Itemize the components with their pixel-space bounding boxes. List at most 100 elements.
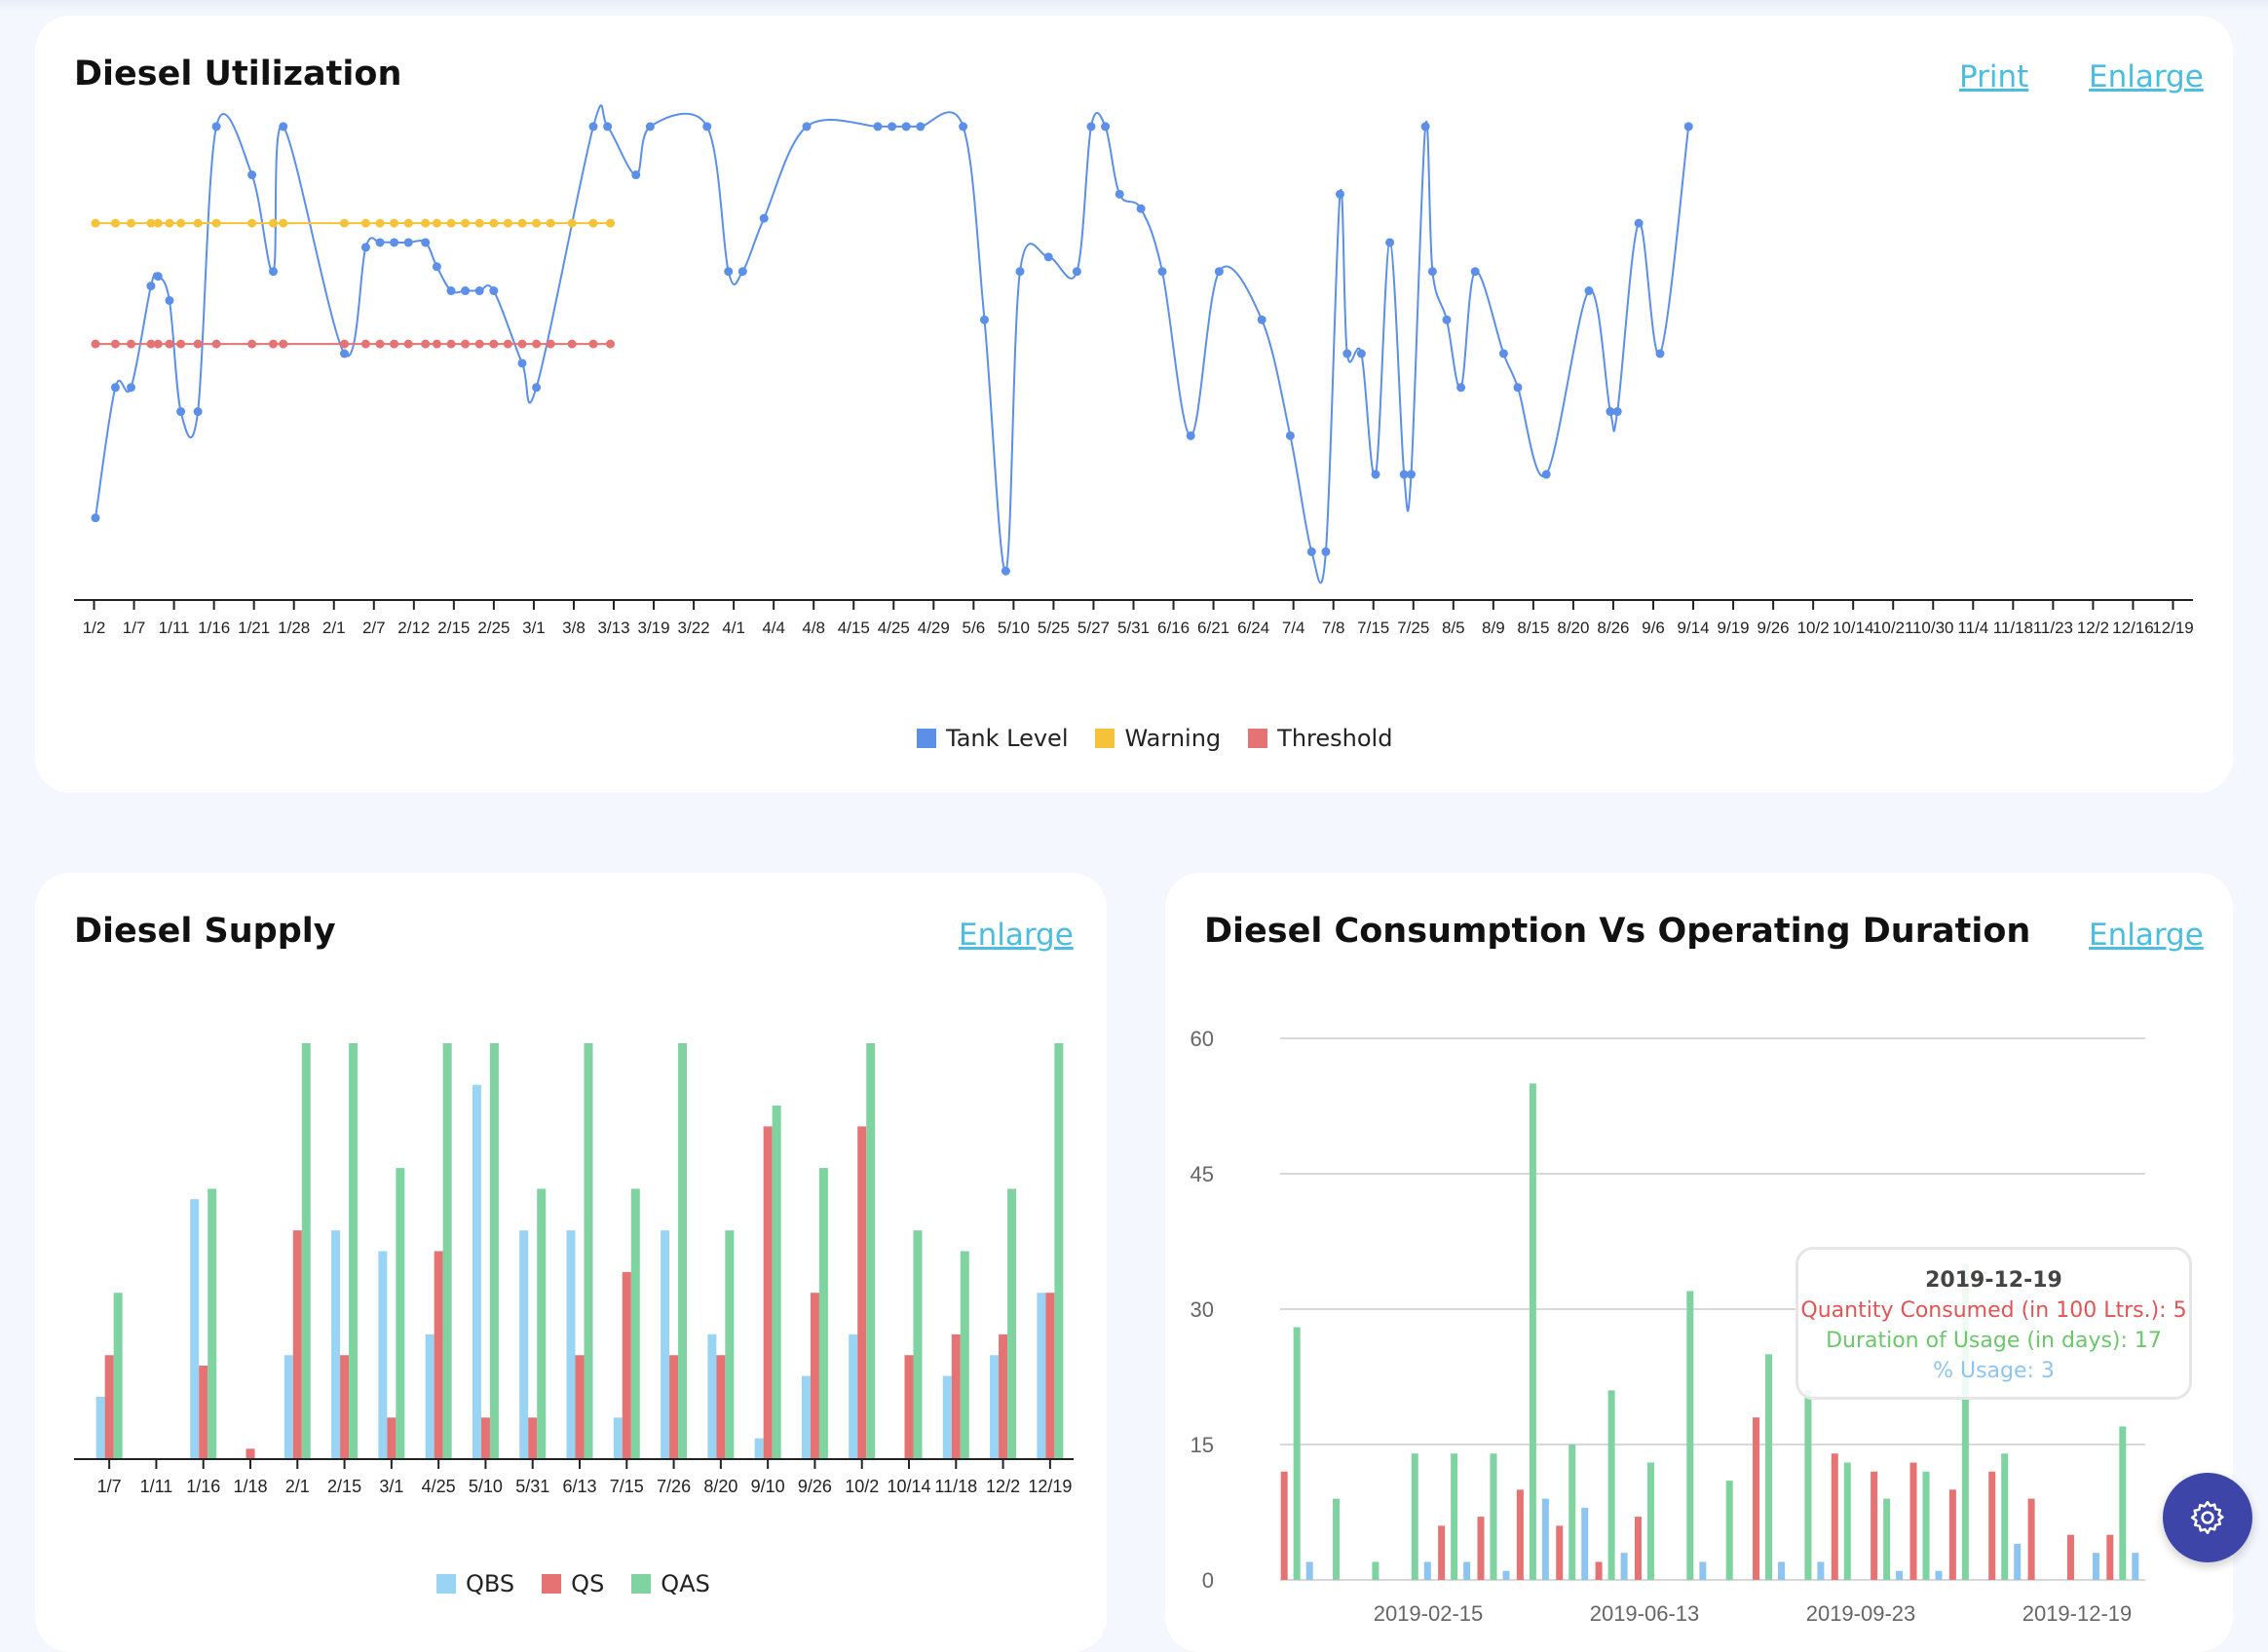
threshold-point bbox=[193, 339, 203, 349]
supply-bar-qas bbox=[960, 1251, 969, 1459]
consumption-bar bbox=[1778, 1561, 1786, 1580]
consumption-bar bbox=[1541, 1498, 1549, 1580]
tank-level-point bbox=[1541, 469, 1551, 479]
tick-label: 2019-02-15 bbox=[1374, 1601, 1484, 1626]
tick-label: 1/18 bbox=[233, 1477, 267, 1496]
supply-bar-qas bbox=[725, 1230, 735, 1459]
legend-item[interactable]: Threshold bbox=[1248, 725, 1392, 752]
threshold-point bbox=[165, 339, 174, 349]
consumption-bar bbox=[1595, 1561, 1603, 1580]
supply-bar-qas bbox=[678, 1043, 688, 1459]
supply-bar-qbs bbox=[95, 1396, 105, 1459]
top-strip bbox=[0, 0, 2268, 12]
enlarge-link[interactable]: Enlarge bbox=[2089, 918, 2204, 953]
tank-level-point bbox=[532, 383, 542, 393]
tooltip-line: % Usage: 3 bbox=[1933, 1359, 2055, 1383]
tank-level-point bbox=[1456, 383, 1466, 393]
tick-label: 10/14 bbox=[887, 1477, 930, 1496]
tank-level-point bbox=[888, 122, 897, 131]
tank-level-point bbox=[631, 170, 641, 180]
tick-label: 5/10 bbox=[469, 1477, 503, 1496]
legend-item[interactable]: QBS bbox=[436, 1570, 514, 1597]
tick-label: 4/1 bbox=[722, 619, 745, 637]
tick-label: 4/8 bbox=[802, 619, 825, 637]
threshold-point bbox=[532, 339, 542, 349]
tick-label: 1/16 bbox=[198, 619, 230, 637]
enlarge-link[interactable]: Enlarge bbox=[2089, 59, 2204, 94]
tank-level-point bbox=[1257, 315, 1266, 324]
tank-level-point bbox=[1612, 407, 1622, 417]
tick-label: 5/25 bbox=[1038, 619, 1070, 637]
tick-label: 10/2 bbox=[1797, 619, 1830, 637]
warning-point bbox=[588, 218, 598, 228]
legend-item[interactable]: Tank Level bbox=[917, 725, 1068, 752]
tank-level-point bbox=[1407, 469, 1416, 479]
legend-item[interactable]: Warning bbox=[1095, 725, 1221, 752]
consumption-bar bbox=[2027, 1498, 2035, 1580]
consumption-bar bbox=[1871, 1471, 1878, 1580]
tick-label: 9/26 bbox=[1758, 619, 1790, 637]
tick-label: 9/19 bbox=[1718, 619, 1750, 637]
tank-level-point bbox=[1427, 267, 1437, 277]
tank-level-point bbox=[1043, 252, 1053, 262]
supply-bar-qs bbox=[763, 1126, 773, 1459]
warning-point bbox=[432, 218, 441, 228]
supply-bar-qs bbox=[292, 1230, 302, 1459]
tank-level-point bbox=[1214, 267, 1224, 277]
diesel-utilization-card: Diesel Utilization Print Enlarge 1/2 1/7 1… bbox=[35, 16, 2233, 793]
tick-label: 3/13 bbox=[597, 619, 629, 637]
supply-bar-qbs bbox=[1037, 1293, 1046, 1459]
supply-bar-qbs bbox=[378, 1251, 388, 1459]
tank-level-point bbox=[916, 122, 926, 131]
supply-bar-qbs bbox=[661, 1230, 670, 1459]
tick-label: 3/22 bbox=[678, 619, 710, 637]
threshold-point bbox=[503, 339, 512, 349]
tick-label: 4/25 bbox=[422, 1477, 456, 1496]
threshold-point bbox=[588, 339, 598, 349]
tank-level-point bbox=[1186, 431, 1195, 440]
tank-level-point bbox=[279, 122, 288, 131]
threshold-point bbox=[489, 339, 499, 349]
tick-label: 15 bbox=[1191, 1433, 1214, 1457]
legend-item[interactable]: QAS bbox=[631, 1570, 710, 1597]
legend-item[interactable]: QS bbox=[542, 1570, 604, 1597]
tank-level-point bbox=[873, 122, 883, 131]
enlarge-link[interactable]: Enlarge bbox=[959, 918, 1074, 953]
tank-level-point bbox=[603, 122, 613, 131]
tick-label: 2/12 bbox=[397, 619, 430, 637]
warning-point bbox=[461, 218, 471, 228]
tank-level-point bbox=[1606, 407, 1615, 417]
consumption-bar bbox=[2132, 1553, 2139, 1580]
supply-bar-qs bbox=[434, 1251, 443, 1459]
threshold-point bbox=[340, 339, 349, 349]
consumption-bar bbox=[1516, 1489, 1524, 1580]
supply-bar-qas bbox=[442, 1043, 452, 1459]
tick-label: 9/6 bbox=[1642, 619, 1665, 637]
consumption-bar bbox=[1411, 1453, 1418, 1580]
tank-level-point bbox=[1442, 315, 1452, 324]
supply-bar-qs bbox=[951, 1333, 961, 1459]
tick-label: 2019-09-23 bbox=[1806, 1601, 1916, 1626]
tick-label: 5/31 bbox=[515, 1477, 549, 1496]
consumption-bar bbox=[1961, 1263, 1969, 1580]
consumption-bar bbox=[1438, 1525, 1446, 1580]
warning-point bbox=[91, 218, 100, 228]
supply-bar-qs bbox=[669, 1355, 679, 1459]
tick-label: 10/21 bbox=[1872, 619, 1914, 637]
print-link[interactable]: Print bbox=[1959, 59, 2029, 94]
supply-bar-qs bbox=[999, 1333, 1008, 1459]
consumption-bar bbox=[1883, 1498, 1891, 1580]
tank-level-point bbox=[432, 262, 441, 272]
tick-label: 6/16 bbox=[1157, 619, 1190, 637]
tick-label: 12/19 bbox=[2152, 619, 2194, 637]
tank-level-point bbox=[1634, 218, 1644, 228]
settings-button[interactable] bbox=[2163, 1473, 2252, 1562]
supply-bar-qas bbox=[396, 1168, 405, 1459]
warning-point bbox=[279, 218, 288, 228]
tank-level-point bbox=[1336, 189, 1344, 199]
tick-label: 3/1 bbox=[379, 1477, 403, 1496]
supply-bar-qs bbox=[716, 1355, 726, 1459]
tank-level-point bbox=[211, 122, 221, 131]
consumption-chart: 0 15 30 45 60 2019-02-15 2019-06-13 2019-09-23 2… bbox=[1191, 1027, 2145, 1626]
supply-bar-qbs bbox=[566, 1230, 576, 1459]
